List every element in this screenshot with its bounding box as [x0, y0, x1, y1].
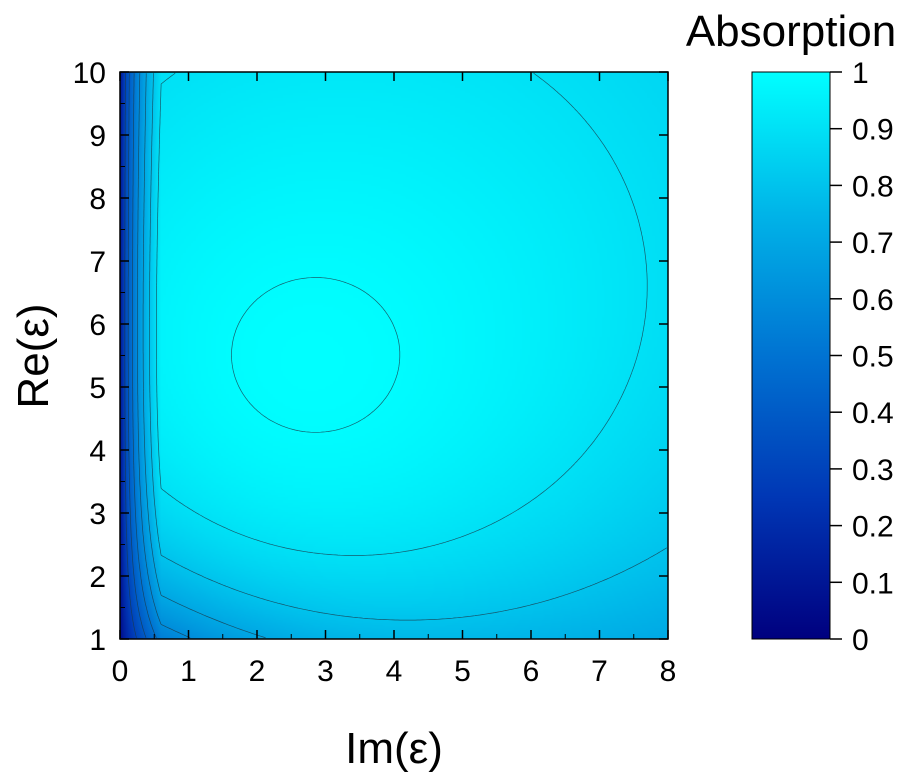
x-tick-label: 7 [591, 655, 608, 688]
y-axis-label: Re(ε) [9, 303, 58, 408]
y-tick-label: 2 [89, 561, 106, 594]
colorbar-tick-label: 0.5 [852, 341, 894, 374]
x-tick-label: 3 [317, 655, 334, 688]
y-tick-label: 1 [89, 624, 106, 657]
colorbar-tick-label: 0.1 [852, 567, 894, 600]
x-tick-label: 4 [386, 655, 403, 688]
y-axis: 1 2 3 4 5 6 7 8 9 10 [73, 57, 668, 657]
contour-line [156, 72, 648, 556]
contour-line [124, 73, 137, 638]
x-tick-label: 0 [112, 655, 129, 688]
colorbar-tick-label: 0.3 [852, 454, 894, 487]
heatmap-surface [120, 72, 668, 639]
y-tick-label: 5 [89, 372, 106, 405]
y-tick-label: 8 [89, 183, 106, 216]
x-axis: 0 1 2 3 4 5 6 7 8 [112, 72, 677, 688]
x-tick-label: 5 [454, 655, 471, 688]
colorbar-title: Absorption [686, 7, 896, 56]
y-tick-label: 7 [89, 246, 106, 279]
colorbar-ticks: 0 0.1 0.2 0.3 0.4 0.5 0.6 0.7 0.8 0.9 1 [830, 57, 894, 657]
contour-line [137, 73, 191, 639]
x-tick-label: 6 [523, 655, 540, 688]
contour-line [127, 73, 147, 638]
y-tick-label: 4 [89, 435, 106, 468]
colorbar-tick-label: 0.6 [852, 284, 894, 317]
x-tick-label: 8 [660, 655, 677, 688]
colorbar-tick-label: 1 [852, 57, 869, 90]
colorbar-tick-label: 0.2 [852, 511, 894, 544]
y-tick-label: 6 [89, 309, 106, 342]
x-tick-label: 1 [180, 655, 197, 688]
contour-line [149, 73, 667, 621]
colorbar-tick-label: 0.9 [852, 114, 894, 147]
x-tick-label: 2 [249, 655, 266, 688]
colorbar-gradient [751, 71, 831, 640]
y-tick-label: 3 [89, 498, 106, 531]
contour-line [142, 73, 266, 639]
colorbar-tick-label: 0.7 [852, 227, 894, 260]
contour-lines [124, 72, 667, 639]
x-axis-label: Im(ε) [345, 724, 443, 773]
contour-line [132, 73, 157, 638]
colorbar-tick-label: 0 [852, 624, 869, 657]
colorbar: Absorption 0 0.1 0.2 0.3 0.4 0.5 0.6 0.7 0.8 0.9 1 [686, 7, 896, 657]
y-tick-label: 9 [89, 120, 106, 153]
contour-line [231, 277, 401, 433]
colorbar-tick-label: 0.8 [852, 170, 894, 203]
colorbar-tick-label: 0.4 [852, 397, 894, 430]
y-tick-label: 10 [73, 57, 106, 90]
plot-area [119, 71, 669, 640]
